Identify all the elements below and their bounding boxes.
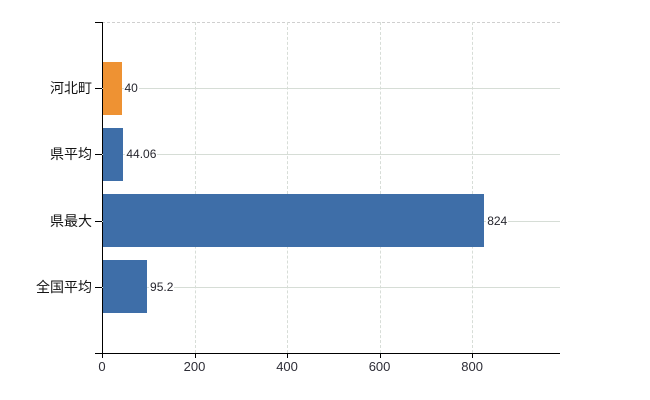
bar-value-label: 40 [123, 80, 139, 97]
x-tick-label: 800 [461, 359, 483, 374]
x-tick-label: 400 [276, 359, 298, 374]
x-axis-tick [379, 353, 381, 358]
x-tick-label: 200 [183, 359, 206, 374]
y-axis-tick [95, 154, 102, 156]
vertical-gridline [194, 22, 196, 353]
bar-value-label: 824 [486, 212, 509, 229]
bar-河北町 [103, 61, 122, 115]
y-axis-top-end-tick [95, 22, 103, 23]
category-label: 全国平均 [36, 278, 92, 295]
horizontal-gridline [102, 88, 560, 90]
bar-value-label: 95.2 [149, 278, 175, 295]
x-axis-tick [287, 353, 289, 358]
bar-県平均 [103, 127, 124, 181]
y-axis-tick [95, 286, 102, 288]
horizontal-gridline [102, 286, 560, 288]
y-axis-tick [95, 88, 102, 90]
vertical-gridline [379, 22, 381, 353]
category-label: 県平均 [50, 146, 92, 163]
x-tick-label: 0 [98, 359, 106, 374]
x-axis-line [95, 353, 560, 354]
plot-top-dashed-border [102, 22, 560, 23]
x-axis-tick [194, 353, 196, 358]
category-label: 河北町 [50, 80, 92, 97]
plot-area: 40 44.06 824 95.2 [102, 22, 560, 353]
x-axis-tick [472, 353, 474, 358]
x-tick-label: 600 [368, 359, 391, 374]
horizontal-gridline [102, 154, 560, 156]
bar-全国平均 [103, 260, 148, 314]
category-label: 県最大 [50, 212, 92, 229]
vertical-gridline [287, 22, 289, 353]
y-axis-tick [95, 220, 102, 222]
vertical-gridline [472, 22, 474, 353]
y-axis-line [102, 22, 103, 353]
bar-県最大 [103, 194, 485, 248]
x-axis-tick [102, 353, 103, 358]
bar-value-label: 44.06 [125, 146, 158, 163]
